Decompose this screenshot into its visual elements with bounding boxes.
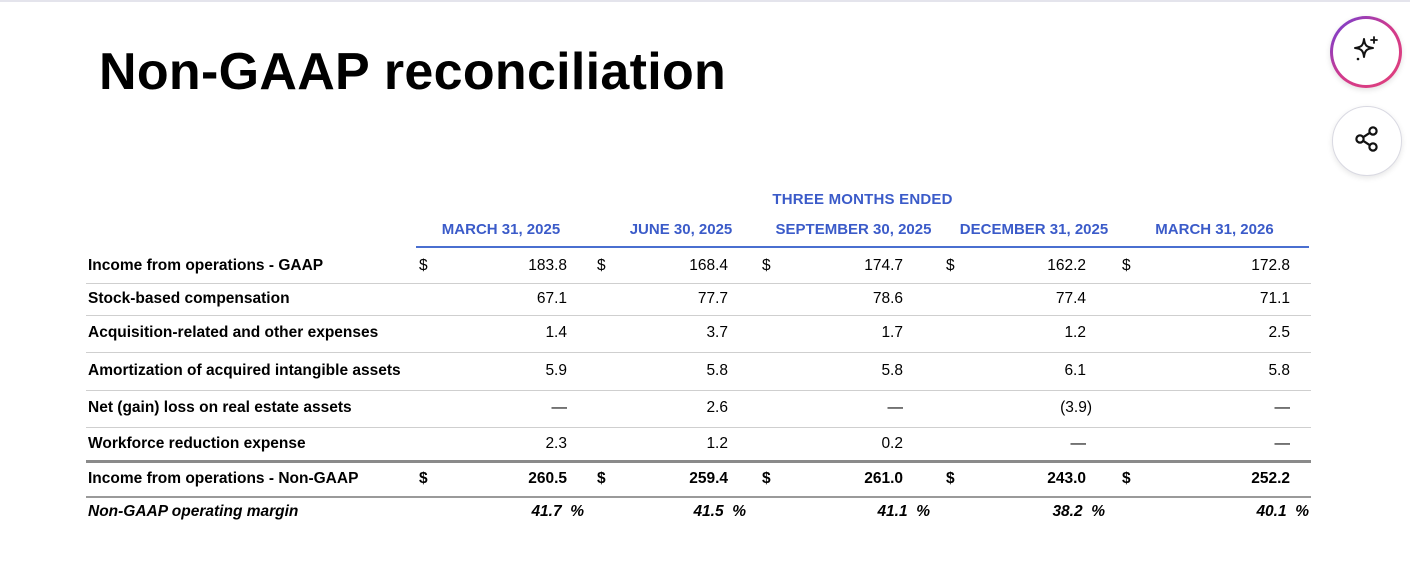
currency-symbol: $ (1122, 470, 1131, 487)
table-cell: 260.5 (528, 470, 567, 487)
table-cell: — (887, 399, 904, 416)
table-cell: 41.5 % (693, 503, 746, 520)
currency-symbol: $ (762, 257, 771, 274)
table-cell: 78.6 (872, 290, 903, 307)
table-cell: 172.8 (1251, 257, 1290, 274)
table-cell: 168.4 (689, 257, 728, 274)
row-label: Net (gain) loss on real estate assets (88, 399, 352, 416)
table-cell: 41.7 % (531, 503, 584, 520)
table-cell: 252.2 (1251, 470, 1290, 487)
column-header: MARCH 31, 2026 (1155, 221, 1274, 238)
currency-symbol: $ (946, 470, 955, 487)
page-title: Non-GAAP reconciliation (99, 43, 727, 101)
column-header: JUNE 30, 2025 (629, 221, 733, 238)
table-cell: — (1070, 435, 1087, 452)
period-header: THREE MONTHS ENDED (772, 191, 953, 208)
table-cell: 2.6 (706, 399, 728, 416)
table-cell: 41.1 % (877, 503, 930, 520)
row-divider (86, 427, 1311, 428)
table-cell: 2.5 (1268, 324, 1290, 341)
row-label: Stock-based compensation (88, 290, 290, 307)
table-cell: 71.1 (1259, 290, 1290, 307)
row-label: Amortization of acquired intangible asse… (88, 362, 401, 379)
column-header: SEPTEMBER 30, 2025 (775, 221, 932, 238)
table-cell: 174.7 (864, 257, 903, 274)
table-cell: 77.4 (1055, 290, 1086, 307)
table-cell: 261.0 (864, 470, 903, 487)
header-divider (416, 246, 1309, 248)
table-cell: 6.1 (1064, 362, 1086, 379)
table-cell: 3.7 (706, 324, 728, 341)
row-label: Non-GAAP operating margin (88, 503, 299, 520)
table-cell: 5.8 (1268, 362, 1290, 379)
currency-symbol: $ (1122, 257, 1131, 274)
table-cell: — (551, 399, 568, 416)
row-divider (86, 283, 1311, 284)
table-cell: 162.2 (1047, 257, 1086, 274)
table-cell: — (1274, 435, 1291, 452)
table-cell: 1.4 (545, 324, 567, 341)
row-label: Acquisition-related and other expenses (88, 324, 379, 341)
table-cell: 2.3 (545, 435, 567, 452)
table-cell: 5.8 (706, 362, 728, 379)
table-cell: (3.9) (1060, 399, 1092, 416)
table-cell: 183.8 (528, 257, 567, 274)
table-cell: 1.7 (881, 324, 903, 341)
row-label: Workforce reduction expense (88, 435, 306, 452)
currency-symbol: $ (419, 470, 428, 487)
column-header: DECEMBER 31, 2025 (959, 221, 1109, 238)
table-cell: 1.2 (706, 435, 728, 452)
currency-symbol: $ (419, 257, 428, 274)
table-cell: 40.1 % (1256, 503, 1309, 520)
currency-symbol: $ (946, 257, 955, 274)
share-button[interactable] (1332, 106, 1402, 176)
table-cell: 67.1 (536, 290, 567, 307)
ai-assistant-button[interactable] (1330, 16, 1402, 88)
column-header: MARCH 31, 2025 (441, 221, 561, 238)
table-cell: 1.2 (1064, 324, 1086, 341)
table-cell: 5.9 (545, 362, 567, 379)
row-divider (86, 352, 1311, 353)
row-divider (86, 496, 1311, 498)
sparkle-icon (1349, 33, 1383, 72)
total-divider (86, 460, 1311, 463)
table-cell: 38.2 % (1052, 503, 1105, 520)
row-label: Income from operations - Non-GAAP (88, 470, 359, 487)
table-cell: 0.2 (881, 435, 903, 452)
table-cell: 259.4 (689, 470, 728, 487)
table-cell: 243.0 (1047, 470, 1086, 487)
row-divider (86, 315, 1311, 316)
table-cell: — (1274, 399, 1291, 416)
table-cell: 77.7 (697, 290, 728, 307)
table-cell: 5.8 (881, 362, 903, 379)
currency-symbol: $ (597, 257, 606, 274)
column-header-row: MARCH 31, 2025 JUNE 30, 2025 SEPTEMBER 3… (86, 221, 1311, 247)
share-icon (1352, 124, 1382, 159)
currency-symbol: $ (597, 470, 606, 487)
row-divider (86, 390, 1311, 391)
currency-symbol: $ (762, 470, 771, 487)
row-label: Income from operations - GAAP (88, 257, 324, 274)
